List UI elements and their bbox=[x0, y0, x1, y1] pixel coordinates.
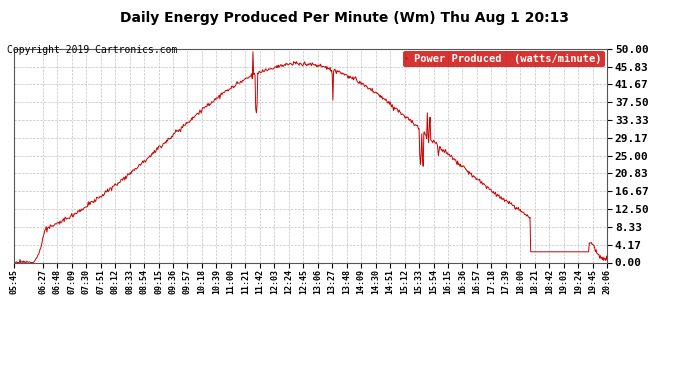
Legend: Power Produced  (watts/minute): Power Produced (watts/minute) bbox=[403, 51, 605, 67]
Text: Daily Energy Produced Per Minute (Wm) Thu Aug 1 20:13: Daily Energy Produced Per Minute (Wm) Th… bbox=[121, 11, 569, 25]
Text: Copyright 2019 Cartronics.com: Copyright 2019 Cartronics.com bbox=[7, 45, 177, 55]
